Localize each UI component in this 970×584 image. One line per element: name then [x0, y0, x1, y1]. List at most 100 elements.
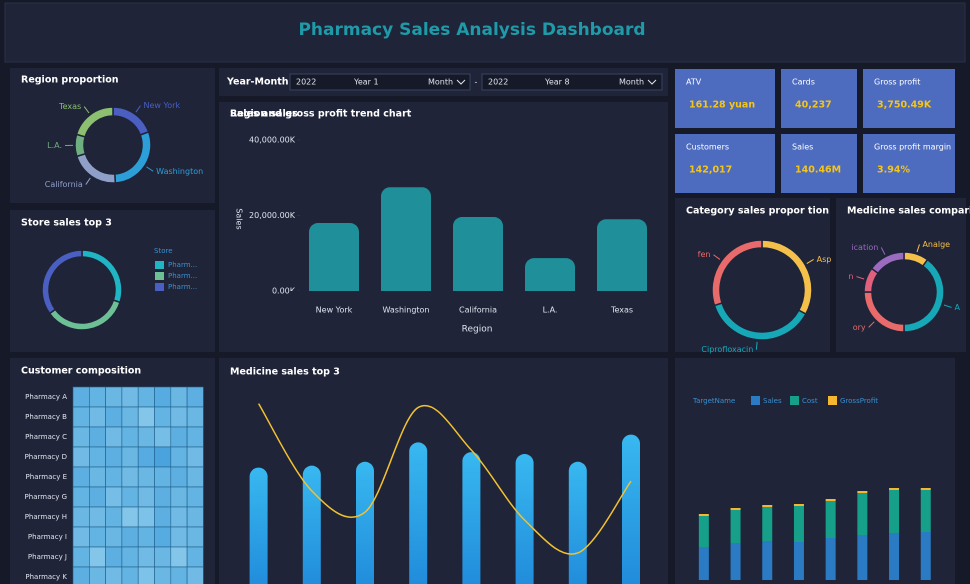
heat-cell [137, 406, 155, 428]
row-label: Pharmacy I [28, 533, 67, 541]
heat-cell [154, 406, 172, 428]
heat-cell [154, 466, 172, 488]
heat-cell [170, 386, 188, 408]
donut-segment [870, 251, 905, 275]
kpi-label: Customers [686, 143, 729, 152]
heat-cell [154, 546, 172, 568]
bar [597, 219, 647, 301]
heat-cell [89, 426, 106, 448]
x-tick-label: California [459, 306, 497, 315]
heat-cell [186, 546, 204, 568]
x-tick-label: Texas [610, 306, 633, 315]
heat-cell [89, 506, 106, 528]
kpi-card [675, 69, 775, 128]
title: Pharmacy Sales Analysis Dashboard [298, 20, 645, 40]
heat-cell [121, 426, 139, 448]
stacked-bar [793, 506, 804, 542]
segment-label: Ciprofloxacin [701, 345, 753, 354]
legend-swatch [155, 272, 164, 280]
segment-label: Texas [58, 102, 81, 111]
x-tick-label: New York [316, 306, 353, 315]
heat-cell [186, 526, 204, 548]
heat-cell [105, 506, 123, 528]
kpi-value: 142,017 [689, 165, 732, 176]
heat-cell [137, 506, 155, 528]
bar-base-mask [290, 291, 660, 302]
row-label: Pharmacy B [25, 413, 67, 421]
leader-line [755, 341, 758, 350]
date-to[interactable] [481, 73, 663, 91]
stacked-bar [762, 507, 773, 541]
stacked-bar [920, 488, 931, 490]
bar [309, 223, 359, 301]
bar [525, 258, 575, 301]
x-axis-label: Region [462, 325, 493, 335]
segment-label: California [45, 180, 83, 189]
stacked-bar [889, 533, 900, 580]
leader-line [146, 166, 154, 172]
heat-cell [105, 426, 123, 448]
stacked-bar [730, 510, 741, 543]
stacked-bar [698, 514, 709, 516]
filter-bar: Year-Month 2022 Year 1 Month - 2022 Year… [226, 73, 663, 91]
stacked-bar [889, 488, 900, 490]
heat-cell [89, 546, 106, 568]
date-from[interactable] [289, 73, 471, 91]
stacked-bar [857, 493, 868, 535]
year: 2022 [488, 78, 508, 87]
row-label: Pharmacy G [25, 493, 67, 501]
year-label: Year 1 [353, 78, 379, 87]
leader-line [806, 259, 814, 264]
stacked-bar [825, 499, 836, 501]
heat-cell [137, 446, 155, 468]
legend-title: TargetName [692, 397, 735, 405]
heat-cell [89, 466, 106, 488]
leader-line [856, 276, 865, 280]
heat-cell [72, 506, 90, 528]
heat-cell [186, 506, 204, 528]
heat-cell [105, 406, 123, 428]
panel-title: Customer composition [21, 366, 141, 377]
heat-cell [170, 486, 188, 508]
heat-cell [170, 426, 188, 448]
year-label: Year 8 [544, 78, 570, 87]
y-tick-label: 0.00K [272, 287, 296, 296]
trend-line [257, 403, 632, 555]
heat-cell [72, 426, 90, 448]
segment-label: Washington [156, 167, 203, 176]
heat-cell [121, 526, 139, 548]
row-label: Pharmacy E [26, 473, 67, 481]
stacked-bar [762, 505, 773, 507]
bar [462, 452, 481, 584]
leader-line [880, 247, 886, 255]
donut-segment [41, 249, 83, 315]
leader-line [135, 105, 141, 113]
kpi-card [863, 69, 955, 128]
segment-label: fen [698, 250, 711, 259]
chevron [456, 79, 466, 85]
stacked-bar [920, 532, 931, 580]
heat-cell [89, 486, 106, 508]
panel-title: Category sales propor tion [686, 206, 829, 217]
filter-label: Year-Month [226, 77, 289, 88]
stacked-bar [857, 535, 868, 580]
stacked-bar [730, 543, 741, 580]
panel-title: Region sales [230, 109, 298, 120]
stacked-bar [762, 541, 773, 580]
heat-cell [186, 446, 204, 468]
chevron [647, 79, 657, 85]
heat-cell [89, 406, 106, 428]
panel-title: Region proportion [21, 75, 119, 86]
legend-label: GrossProfit [840, 397, 878, 405]
heat-cell [137, 486, 155, 508]
heat-cell [137, 426, 155, 448]
heat-cell [170, 446, 188, 468]
heat-cell [137, 566, 155, 584]
month: Month [619, 78, 644, 87]
bar [453, 217, 503, 301]
stacked-bar [698, 547, 709, 580]
heat-cell [137, 526, 155, 548]
stacked-bar [857, 491, 868, 493]
heat-cell [154, 386, 172, 408]
